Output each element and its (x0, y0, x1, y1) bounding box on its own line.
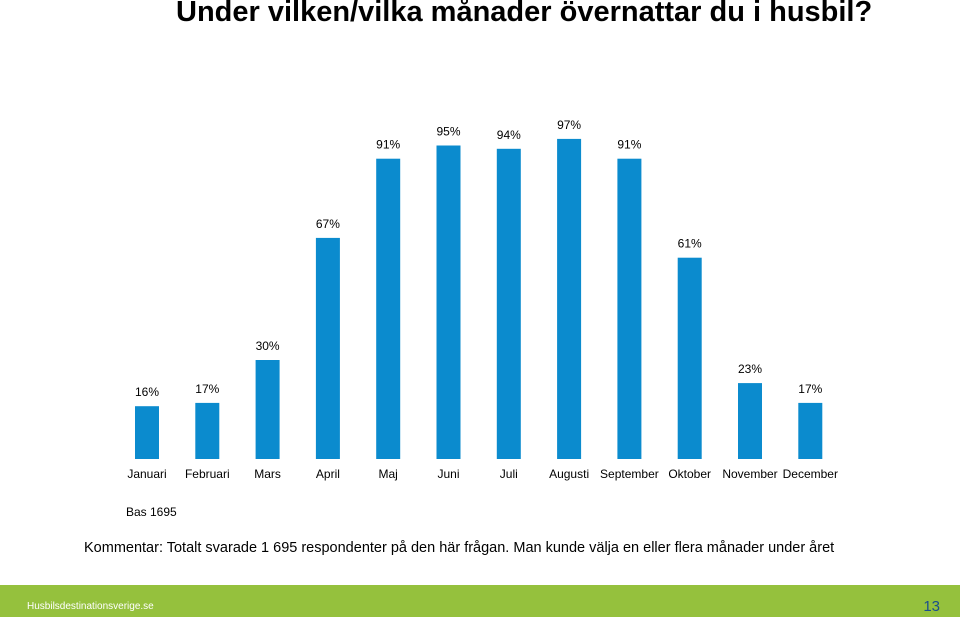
value-label-december: 17% (798, 382, 822, 396)
bar-november (738, 383, 762, 459)
category-label-november: November (722, 467, 777, 481)
bar-april (315, 237, 340, 459)
bar-december (798, 402, 823, 459)
value-label-november: 23% (738, 362, 762, 376)
category-label-maj: Maj (379, 467, 398, 481)
bar-mars (255, 360, 280, 459)
value-label-juni: 95% (436, 125, 460, 139)
value-label-september: 91% (617, 138, 641, 152)
base-note: Bas 1695 (126, 505, 177, 519)
category-labels-group: Januari Februari Mars April Maj Juni Juli Augus… (127, 467, 838, 481)
value-label-februari: 17% (195, 382, 219, 396)
bars-group (135, 138, 823, 460)
footer-bar: Husbilsdestinationsverige.se 13 (0, 585, 960, 617)
bar-maj (376, 158, 401, 459)
bar-augusti (557, 138, 582, 459)
category-label-juni: Juni (437, 467, 459, 481)
bar-juni (436, 145, 461, 459)
bar-januari (135, 406, 159, 459)
category-label-december: December (783, 467, 838, 481)
value-label-oktober: 61% (678, 237, 702, 251)
bar-chart: 16% 17% 30% 67% 91% 95% 94% 97% 91% 61% 23% 17% Jan… (127, 118, 838, 481)
value-labels-group: 16% 17% 30% 67% 91% 95% 94% 97% 91% 61% 23% 17% (135, 118, 823, 399)
category-label-april: April (316, 467, 340, 481)
footer-site-label: Husbilsdestinationsverige.se (27, 601, 154, 612)
page-number: 13 (923, 598, 940, 615)
category-label-januari: Januari (127, 467, 166, 481)
value-label-mars: 30% (256, 339, 280, 353)
category-label-juli: Juli (500, 467, 518, 481)
bar-juli (496, 148, 521, 460)
category-label-mars: Mars (254, 467, 281, 481)
value-label-maj: 91% (376, 138, 400, 152)
value-label-januari: 16% (135, 385, 159, 399)
category-label-augusti: Augusti (549, 467, 589, 481)
comment-text: Kommentar: Totalt svarade 1 695 responde… (84, 540, 835, 556)
value-label-augusti: 97% (557, 118, 581, 132)
bar-oktober (677, 257, 702, 459)
bar-september (617, 158, 642, 459)
category-label-februari: Februari (185, 467, 230, 481)
value-label-april: 67% (316, 217, 340, 231)
category-label-september: September (600, 467, 659, 481)
category-label-oktober: Oktober (668, 467, 711, 481)
bar-februari (195, 402, 220, 459)
value-label-juli: 94% (497, 128, 521, 142)
page-title: Under vilken/vilka månader övernattar du… (176, 0, 873, 28)
